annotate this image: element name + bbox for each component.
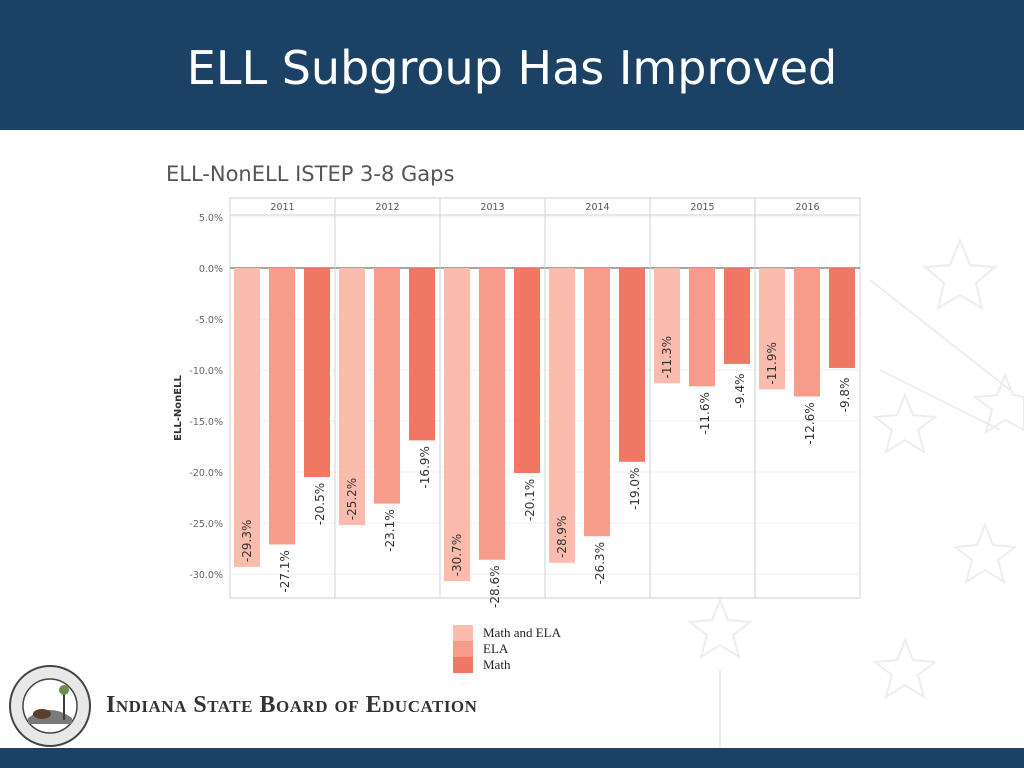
bar-data-label: -12.6% xyxy=(803,402,817,444)
legend-swatch xyxy=(453,625,473,641)
chart-title: ELL-NonELL ISTEP 3-8 Gaps xyxy=(166,162,455,186)
bar-data-label: -9.8% xyxy=(838,378,852,413)
y-tick-label: 5.0% xyxy=(199,213,223,224)
bar-data-label: -29.3% xyxy=(240,520,254,562)
bar xyxy=(339,268,365,526)
y-tick-label: -5.0% xyxy=(195,315,223,326)
year-header-label: 2015 xyxy=(690,202,714,213)
bar xyxy=(374,268,400,504)
slide-header: ELL Subgroup Has Improved xyxy=(0,0,1024,130)
y-tick-label: -20.0% xyxy=(189,468,223,479)
bar-data-label: -9.4% xyxy=(733,373,747,408)
bar xyxy=(444,268,470,582)
legend-label: ELA xyxy=(483,641,509,656)
legend-item: Math xyxy=(453,657,561,673)
bar xyxy=(829,268,855,368)
state-seal-icon xyxy=(9,665,91,747)
bar xyxy=(724,268,750,364)
watermark-star xyxy=(972,372,1024,435)
bar xyxy=(514,268,540,474)
bar-data-label: -28.9% xyxy=(555,516,569,558)
legend-label: Math and ELA xyxy=(483,625,561,640)
bar xyxy=(619,268,645,462)
bar-data-label: -26.3% xyxy=(593,542,607,584)
bar xyxy=(584,268,610,537)
watermark-star xyxy=(687,597,753,660)
bar xyxy=(689,268,715,387)
bar xyxy=(409,268,435,441)
y-tick-label: -15.0% xyxy=(189,417,223,428)
legend-swatch xyxy=(453,657,473,673)
watermark-star xyxy=(872,392,938,455)
bar xyxy=(304,268,330,478)
legend-label: Math xyxy=(483,657,511,672)
bar xyxy=(479,268,505,560)
y-tick-label: -10.0% xyxy=(189,366,223,377)
legend-swatch xyxy=(453,641,473,657)
bar-data-label: -11.6% xyxy=(698,392,712,434)
y-tick-label: 0.0% xyxy=(199,264,223,275)
y-axis-label: ELL-NonELL xyxy=(173,375,184,441)
bar xyxy=(549,268,575,563)
year-header-label: 2014 xyxy=(585,202,609,213)
bar-data-label: -20.5% xyxy=(313,483,327,525)
bar-data-label: -30.7% xyxy=(450,534,464,576)
bar-data-label: -27.1% xyxy=(278,550,292,592)
year-header-label: 2011 xyxy=(270,202,294,213)
chart-legend: Math and ELA ELA Math xyxy=(453,625,561,673)
background-star-watermark xyxy=(687,237,1024,748)
organization-name: Indiana State Board of Education xyxy=(106,692,478,718)
bar-data-label: -16.9% xyxy=(418,446,432,488)
year-header-label: 2012 xyxy=(375,202,399,213)
bar-data-label: -19.0% xyxy=(628,468,642,510)
bar xyxy=(654,268,680,384)
bar-data-label: -23.1% xyxy=(383,509,397,551)
year-header-label: 2013 xyxy=(480,202,504,213)
footer-bar xyxy=(0,748,1024,768)
bar-data-label: -20.1% xyxy=(523,479,537,521)
bar xyxy=(759,268,785,390)
bar xyxy=(269,268,295,545)
y-tick-label: -30.0% xyxy=(189,570,223,581)
legend-item: ELA xyxy=(453,641,561,657)
y-tick-label: -25.0% xyxy=(189,519,223,530)
bar-data-label: -11.3% xyxy=(660,336,674,378)
bar xyxy=(794,268,820,397)
bar xyxy=(234,268,260,567)
slide-title: ELL Subgroup Has Improved xyxy=(186,41,838,95)
year-header-label: 2016 xyxy=(795,202,819,213)
bar-data-label: -28.6% xyxy=(488,565,502,607)
bar-data-label: -25.2% xyxy=(345,478,359,520)
watermark-star xyxy=(922,237,998,311)
watermark-star xyxy=(952,522,1018,585)
watermark-star xyxy=(872,637,938,700)
bar-data-label: -11.9% xyxy=(765,342,779,384)
legend-item: Math and ELA xyxy=(453,625,561,641)
